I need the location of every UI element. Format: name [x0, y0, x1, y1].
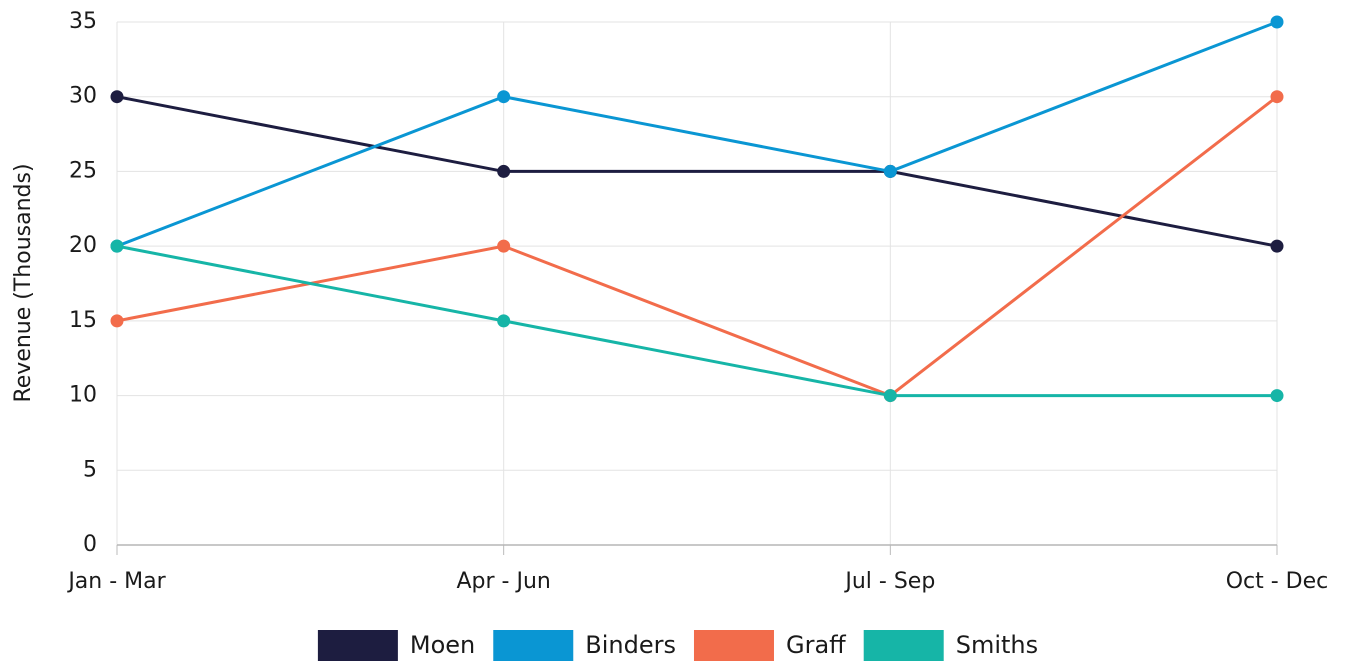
series-line [116, 95, 1278, 248]
point [497, 314, 511, 328]
point [883, 164, 897, 178]
legend-label: Smiths [956, 631, 1038, 659]
point [110, 90, 124, 104]
series-line [116, 244, 1277, 398]
y-tick-label: 0 [83, 532, 97, 557]
y-tick-label: 30 [69, 84, 97, 109]
legend-label: Graff [786, 631, 846, 659]
y-tick-label: 35 [69, 9, 97, 34]
y-axis-label: Revenue (Thousands) [11, 163, 36, 402]
x-tick-label: Jan - Mar [66, 569, 166, 594]
x-tick-label: Oct - Dec [1226, 569, 1329, 594]
point [497, 90, 511, 104]
legend-swatch [317, 630, 398, 661]
point [497, 164, 511, 178]
point [1270, 90, 1284, 104]
legend: Moen Binders Graff Smiths [317, 630, 1038, 661]
y-tick-label: 5 [83, 457, 97, 482]
point [883, 389, 897, 403]
point [110, 314, 124, 328]
point [497, 239, 511, 253]
x-tick-label: Apr - Jun [456, 569, 550, 594]
point [1270, 239, 1284, 253]
legend-swatch [863, 630, 944, 661]
y-tick-label: 10 [69, 383, 97, 408]
y-tick-label: 20 [69, 233, 97, 258]
y-tick-label: 25 [69, 158, 97, 183]
legend-label: Binders [585, 631, 676, 659]
point [110, 239, 124, 253]
y-tick-label: 15 [69, 308, 97, 333]
point [1270, 15, 1284, 29]
legend-swatch [493, 630, 574, 661]
legend-swatch [693, 630, 774, 661]
x-tick-label: Jul - Sep [843, 569, 935, 594]
series-line [116, 20, 1278, 248]
point [1270, 389, 1284, 403]
legend-label: Moen [410, 631, 475, 659]
